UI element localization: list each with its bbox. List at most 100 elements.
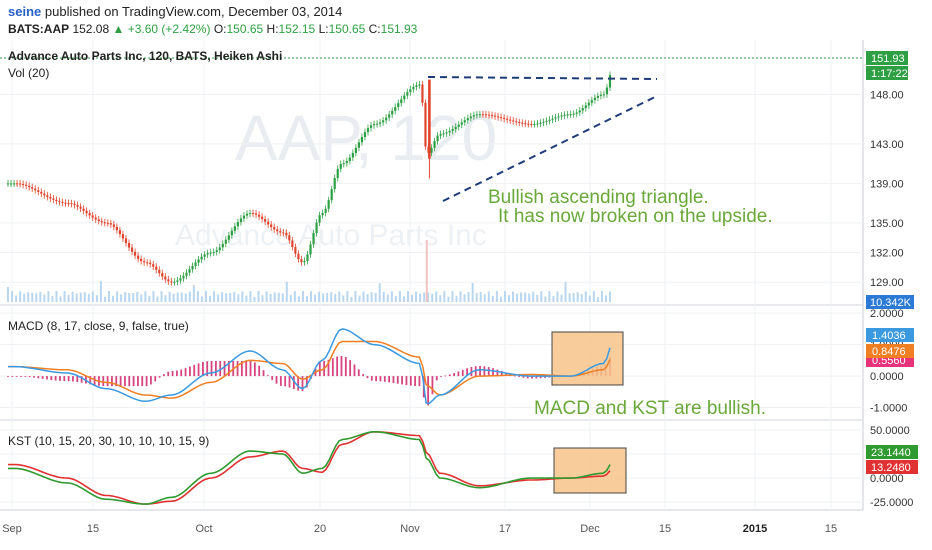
macd-hist-bar	[227, 360, 230, 377]
macd-hist-bar	[340, 355, 343, 377]
candle-body	[487, 114, 491, 116]
candle-body	[484, 114, 488, 116]
volume-bar	[265, 291, 268, 302]
candle-body	[291, 240, 294, 248]
triangle-support-line[interactable]	[442, 95, 658, 202]
macd-hist-bar	[297, 376, 300, 391]
kst-highlight-box[interactable]	[553, 447, 627, 494]
candle-body	[203, 254, 206, 257]
signal-badge-text: 0.8476	[872, 346, 906, 358]
volume-bar	[75, 293, 78, 302]
candle-body	[133, 251, 137, 256]
candle-body	[539, 122, 542, 124]
triangle-resistance-line[interactable]	[427, 76, 658, 80]
volume-bar	[524, 292, 527, 302]
candle-body	[94, 217, 97, 220]
volume-bar	[63, 291, 66, 302]
volume-bar	[439, 295, 442, 302]
volume-bar	[334, 293, 337, 302]
plot-area	[0, 40, 863, 510]
macd-hist-bar	[240, 360, 243, 377]
macd-highlight-box[interactable]	[551, 331, 624, 386]
annotation-indicators[interactable]: MACD and KST are bullish.	[534, 398, 766, 419]
author-link[interactable]: seine	[8, 4, 42, 19]
macd-hist-bar	[336, 356, 339, 377]
macd-hist-bar	[500, 371, 503, 377]
candle-body	[469, 116, 472, 119]
candle-body	[563, 114, 566, 116]
chart-canvas[interactable]: AAP, 120 Advance Auto Parts Inc Advance …	[0, 40, 932, 550]
macd-hist-bar	[492, 368, 494, 377]
candle-body	[357, 142, 361, 148]
candle-body	[336, 168, 339, 179]
macd-hist-bar	[284, 376, 287, 387]
candle-body	[375, 123, 379, 125]
price-tick-label: 139.00	[870, 178, 904, 190]
macd-hist-bar	[535, 376, 538, 379]
macd-hist-bar	[223, 360, 226, 377]
candle-body	[270, 224, 273, 228]
candle-body	[167, 279, 170, 282]
candle-body	[55, 199, 58, 202]
macd-hist-bar	[24, 376, 27, 377]
ohlc-high: 152.15	[278, 22, 316, 36]
volume-bar	[112, 295, 115, 302]
candle-body	[15, 183, 19, 185]
price-tick-label: 132.00	[870, 248, 904, 260]
candle-body	[9, 183, 13, 185]
candle-body	[197, 259, 200, 263]
ohlc-close: 151.93	[380, 22, 418, 36]
candle-body	[227, 235, 230, 240]
volume-bar	[172, 293, 175, 302]
volume-bar	[382, 291, 385, 302]
price-badge: 151.93	[866, 51, 908, 65]
volume-bar	[301, 291, 304, 302]
candle-body	[221, 243, 224, 248]
candle-body	[566, 114, 569, 116]
macd-hist-bar	[137, 376, 139, 387]
macd-hist-bar	[7, 376, 9, 377]
candle-body	[43, 193, 46, 196]
macd-hist-bar	[271, 376, 274, 380]
candle-body	[100, 221, 103, 223]
symbol[interactable]: BATS:AAP	[8, 22, 70, 36]
price-tick-label: 129.00	[870, 277, 904, 289]
candle-body	[224, 239, 227, 244]
volume-bar	[455, 295, 458, 302]
macd-hist-bar	[176, 370, 178, 377]
candle-body	[551, 118, 554, 120]
volume-bar	[556, 291, 559, 302]
candle-body	[369, 125, 373, 129]
macd-hist-bar	[128, 376, 131, 387]
candle-body	[143, 261, 146, 263]
volume-bar	[116, 291, 119, 302]
macd-hist-bar	[59, 376, 61, 381]
volume-bar	[507, 295, 510, 302]
candle-body	[49, 196, 52, 199]
candle-body	[536, 123, 539, 125]
volume-bar	[180, 292, 183, 302]
annotation-triangle-1[interactable]: Bullish ascending triangle.	[488, 187, 709, 208]
volume-bar	[237, 294, 240, 302]
candle-body	[451, 129, 454, 131]
volume-bar	[168, 291, 171, 302]
volume-bar	[71, 291, 74, 302]
macd-hist-bar	[292, 376, 295, 390]
candle-body	[466, 118, 469, 121]
kst-line	[8, 431, 611, 505]
kst-tick-label: 50.0000	[870, 425, 910, 437]
candle-body	[448, 130, 451, 133]
candle-body	[40, 191, 43, 194]
candle-body	[245, 213, 249, 216]
candle-body	[327, 200, 330, 209]
candle-body	[276, 229, 279, 232]
candle-body	[218, 247, 221, 251]
annotation-triangle-2[interactable]: It has now broken on the upside.	[498, 206, 773, 227]
volume-bar	[310, 291, 313, 302]
volume-bar	[427, 292, 430, 302]
price-tick-label: 148.00	[870, 89, 904, 101]
candle-body	[382, 120, 385, 123]
volume-bar	[443, 291, 446, 302]
x-tick-label: Sep	[2, 523, 22, 535]
macd-hist-bar	[106, 376, 109, 387]
